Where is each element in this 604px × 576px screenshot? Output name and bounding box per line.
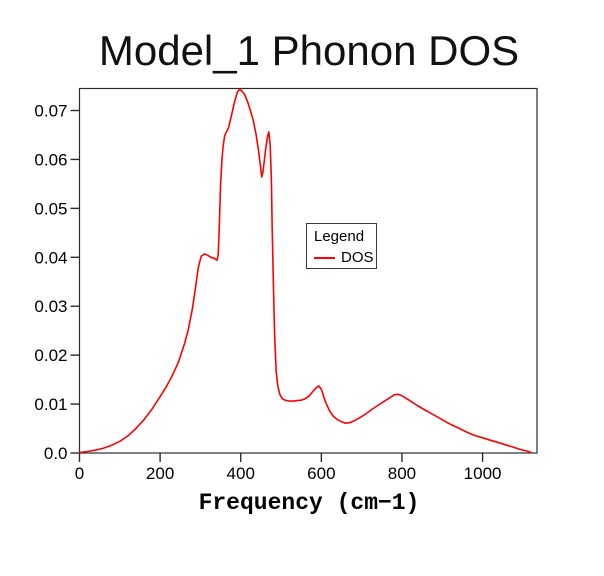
legend-box: Legend DOS bbox=[306, 223, 377, 269]
x-axis-tick-label: 800 bbox=[388, 464, 416, 483]
legend-title: Legend bbox=[314, 228, 365, 245]
legend-line-sample bbox=[314, 257, 335, 259]
y-axis-tick-label: 0.02 bbox=[34, 346, 67, 365]
x-axis-label: Frequency (cm−1) bbox=[198, 490, 420, 516]
dos-curve bbox=[78, 88, 532, 454]
legend-series-label: DOS bbox=[341, 249, 374, 266]
x-axis-tick-label: 600 bbox=[307, 464, 335, 483]
y-axis-tick-label: 0.01 bbox=[34, 395, 67, 414]
x-axis-tick-label: 1000 bbox=[464, 464, 502, 483]
y-axis-tick-label: 0.04 bbox=[34, 248, 67, 267]
legend-entry-dos: DOS bbox=[314, 250, 376, 266]
y-axis-tick-label: 0.05 bbox=[34, 199, 67, 218]
plot-frame bbox=[78, 87, 538, 454]
y-axis-tick-label: 0.07 bbox=[34, 102, 67, 121]
x-axis-tick-label: 400 bbox=[227, 464, 255, 483]
y-axis-tick-label: 0.03 bbox=[34, 297, 67, 316]
x-axis-tick-label: 0 bbox=[75, 464, 84, 483]
chart-title: Model_1 Phonon DOS bbox=[98, 27, 520, 74]
y-axis-tick-label: 0.06 bbox=[34, 150, 67, 169]
x-axis-tick-label: 200 bbox=[146, 464, 174, 483]
y-axis-tick-label: 0.0 bbox=[44, 444, 68, 463]
